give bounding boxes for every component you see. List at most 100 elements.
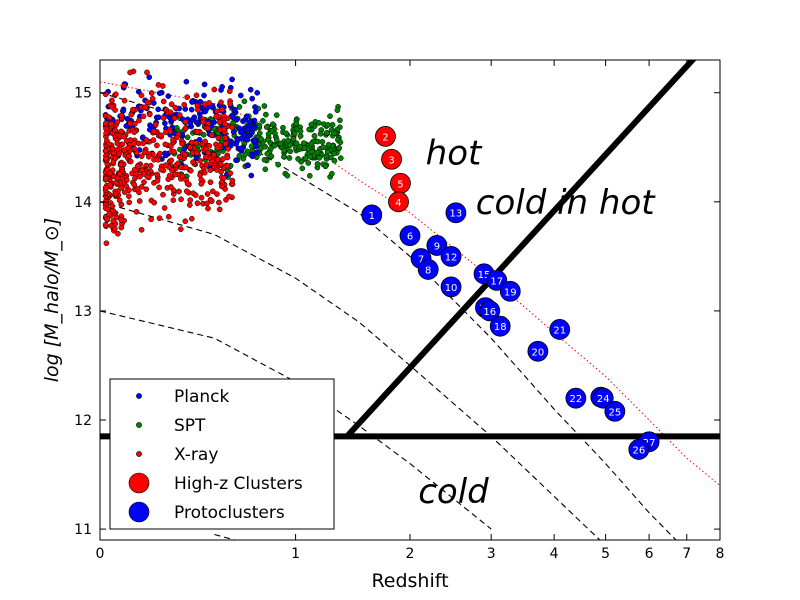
xray-point: [118, 112, 125, 119]
xray-point: [177, 226, 184, 233]
xray-point: [179, 140, 185, 147]
xray-point: [133, 208, 140, 215]
xray-point: [204, 200, 210, 207]
high-z-cluster-marker: [375, 125, 396, 147]
protocluster-18: 18: [489, 315, 511, 337]
xray-point: [151, 199, 158, 206]
xray-point: [182, 164, 189, 170]
protocluster-marker: [417, 259, 439, 280]
region-label-cold-in-hot: cold in hot: [476, 183, 656, 223]
xray-point: [168, 101, 175, 108]
xray-point: [152, 121, 159, 128]
xray-point: [194, 200, 201, 207]
protocluster-label: 10: [445, 283, 458, 294]
spt-point: [258, 136, 264, 142]
high-z-cluster-label: 5: [397, 179, 403, 190]
xray-point: [138, 92, 145, 99]
xray-point: [102, 175, 109, 182]
xray-points: [102, 68, 236, 247]
xray-point: [154, 142, 160, 149]
spt-point: [260, 117, 266, 124]
legend-entry: Planck: [136, 387, 230, 407]
high-z-cluster-label: 3: [388, 155, 394, 166]
xray-point: [121, 97, 128, 104]
x-tick-label: 5: [601, 546, 610, 562]
protocluster-marker: [592, 387, 614, 409]
spt-point: [322, 163, 329, 170]
spt-point: [264, 150, 271, 157]
xray-point: [131, 181, 138, 188]
spt-point: [283, 130, 289, 137]
xray-point: [118, 161, 124, 168]
xray-point: [114, 175, 121, 182]
xray-point: [215, 134, 222, 141]
xray-point: [222, 134, 229, 141]
xray-point: [211, 86, 218, 93]
xray-point: [204, 191, 211, 197]
protocluster-label: 25: [608, 407, 621, 418]
spt-point: [328, 154, 334, 161]
spt-point: [262, 166, 269, 173]
xray-point: [127, 69, 133, 76]
xray-point: [116, 150, 122, 157]
xray-point: [190, 159, 196, 166]
xray-point: [168, 184, 174, 190]
xray-point: [204, 125, 211, 132]
high-z-cluster-4: 4: [388, 191, 409, 213]
xray-point: [103, 147, 109, 154]
y-tick-label: 13: [74, 304, 92, 320]
spt-point: [236, 152, 243, 159]
protocluster-label: 12: [445, 252, 458, 263]
y-tick-label: 12: [74, 413, 92, 429]
xray-point: [188, 215, 195, 222]
xray-point: [209, 188, 216, 195]
legend-marker: [136, 422, 142, 428]
xray-point: [103, 155, 109, 162]
planck-point: [229, 76, 235, 83]
xray-point: [229, 124, 236, 131]
planck-point: [253, 143, 259, 150]
planck-point: [244, 162, 251, 169]
xray-point: [168, 157, 175, 164]
xray-point: [147, 162, 154, 169]
high-z-cluster-marker: [381, 148, 402, 170]
x-tick-label: 0: [96, 546, 105, 562]
xray-point: [155, 82, 162, 88]
xray-point: [202, 138, 208, 145]
spt-point: [262, 143, 269, 150]
xray-point: [219, 106, 225, 113]
protocluster-label: 8: [425, 265, 431, 276]
dotted-track: [100, 81, 720, 486]
xray-point: [140, 113, 147, 120]
xray-point: [181, 101, 188, 108]
spt-point: [242, 151, 248, 158]
y-tick-label: 15: [74, 86, 92, 102]
xray-point: [155, 156, 162, 163]
xray-point: [207, 196, 214, 203]
planck-point: [146, 74, 153, 81]
protocluster-21: 21: [549, 319, 571, 340]
xray-point: [226, 88, 233, 95]
planck-point: [253, 149, 260, 156]
xray-point: [118, 217, 124, 223]
xray-point: [118, 128, 124, 135]
xray-point: [168, 143, 174, 150]
xray-point: [160, 98, 167, 105]
planck-point: [252, 109, 259, 115]
xray-point: [184, 180, 191, 187]
xray-point: [162, 162, 169, 168]
spt-point: [261, 103, 268, 109]
protocluster-marker: [604, 400, 626, 422]
spt-point: [337, 155, 344, 161]
xray-point: [187, 144, 193, 150]
xray-point: [173, 134, 180, 141]
legend-box: [109, 378, 335, 530]
xray-point: [222, 121, 228, 127]
legend-entry: SPT: [136, 416, 206, 436]
xray-point: [176, 188, 182, 195]
xray-point: [103, 240, 110, 247]
xray-point: [224, 154, 231, 161]
spt-point: [293, 120, 299, 127]
planck-point: [201, 92, 207, 99]
